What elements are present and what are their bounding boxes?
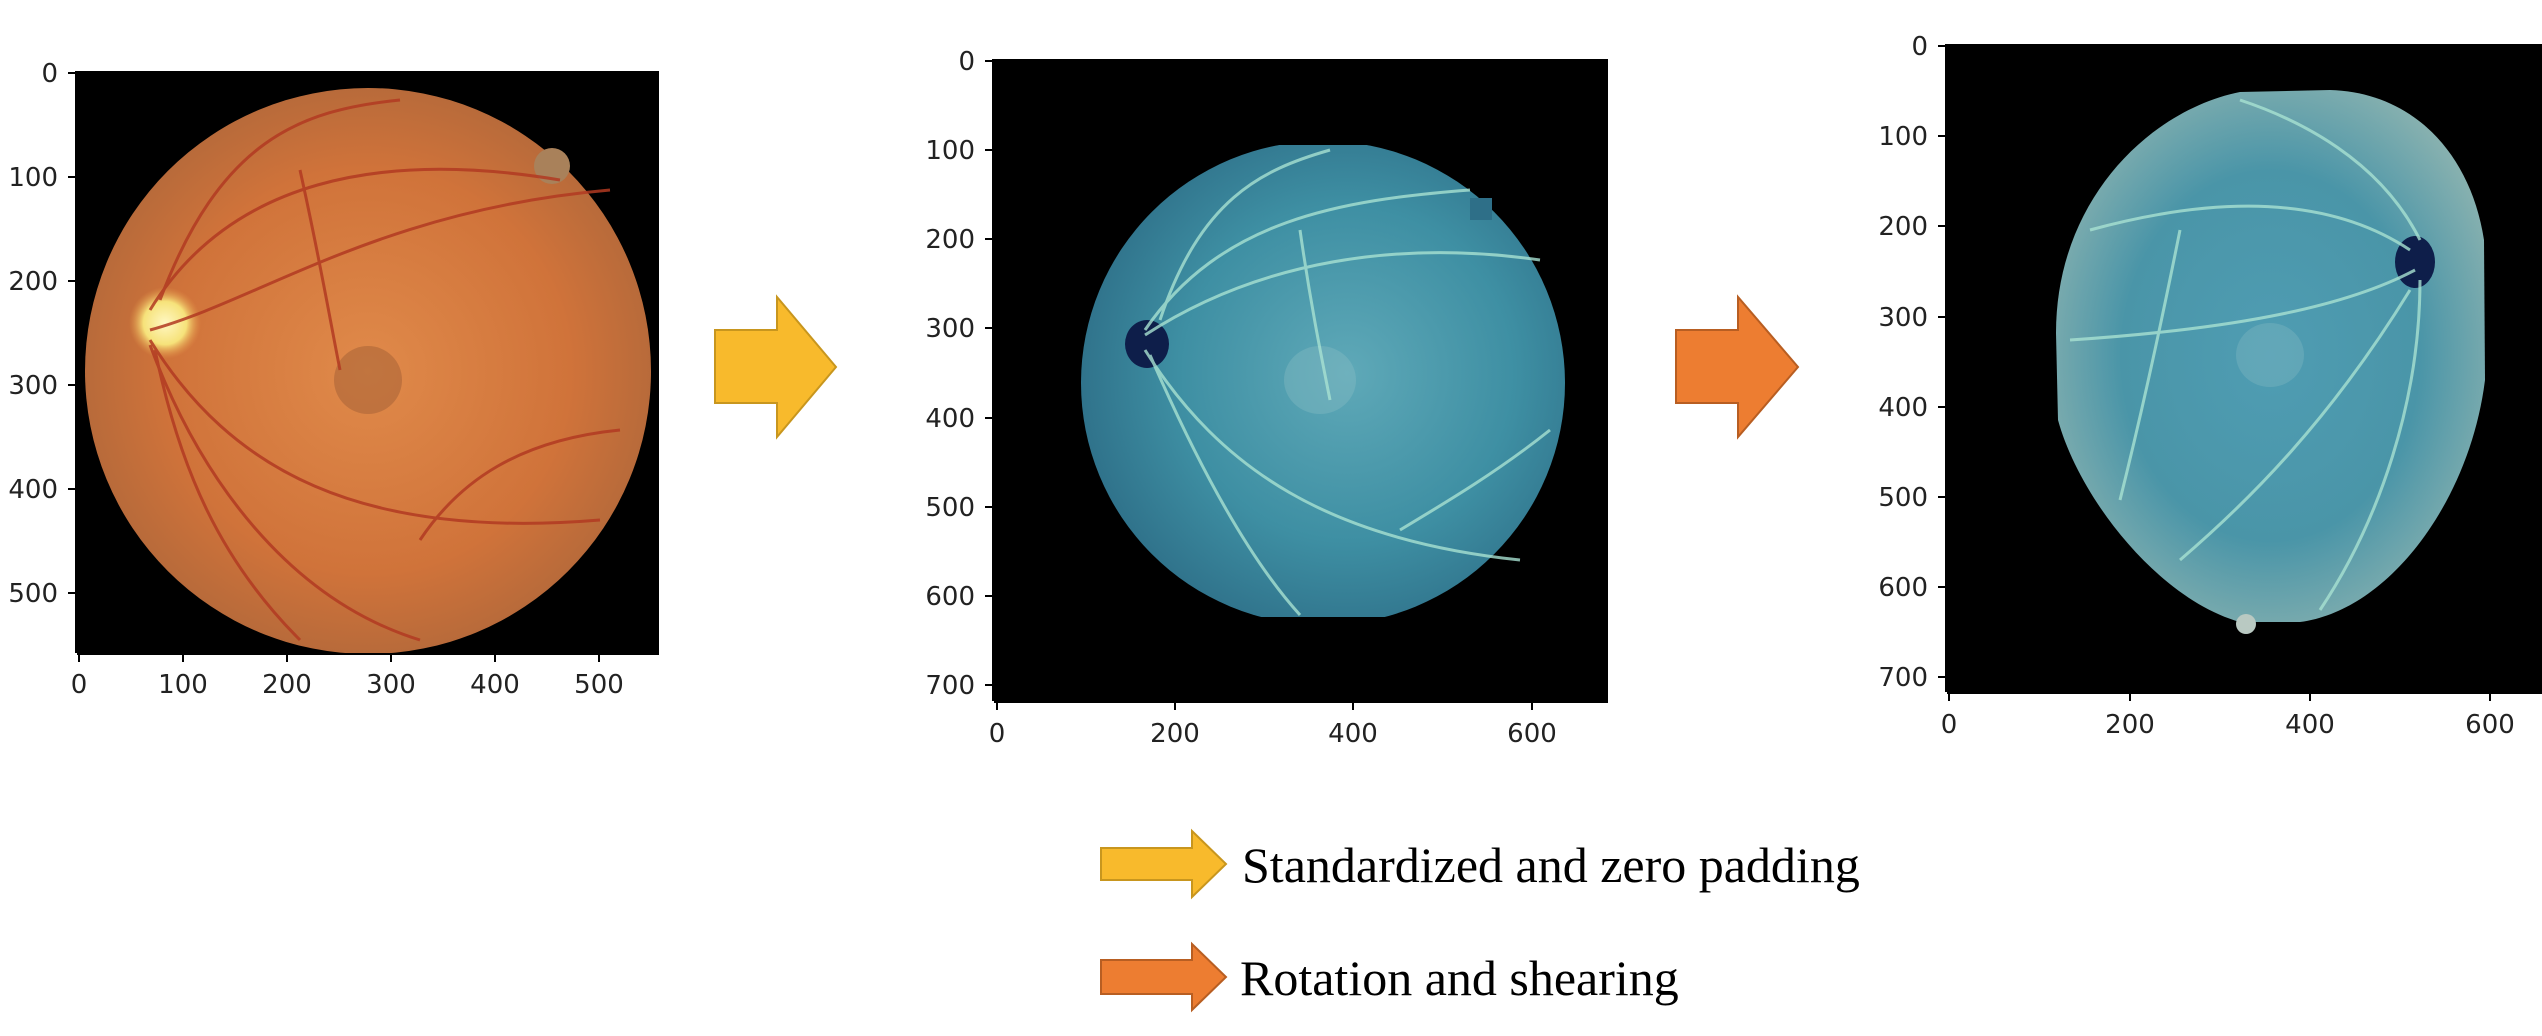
x-tick-label: 600 (1507, 719, 1557, 749)
y-tick-label: 600 (1878, 573, 1928, 603)
fundus-image (85, 88, 651, 654)
x-axis: 0 200 400 600 (1941, 692, 2542, 740)
x-tick-label: 0 (1941, 710, 1958, 740)
y-axis: 0 100 200 300 400 500 (8, 59, 77, 653)
y-axis: 0 100 200 300 400 500 600 700 (1878, 32, 1947, 693)
x-tick-label: 400 (1328, 719, 1378, 749)
y-tick-label: 300 (925, 314, 975, 344)
y-tick-label: 0 (958, 47, 975, 77)
x-tick-label: 400 (2285, 710, 2335, 740)
y-tick-label: 700 (1878, 663, 1928, 693)
panel-original: 0 100 200 300 400 500 0 100 200 300 400 … (8, 59, 659, 700)
y-tick-label: 0 (41, 59, 58, 89)
x-tick-label: 0 (989, 719, 1006, 749)
y-axis: 0 100 200 300 400 500 600 700 (925, 47, 994, 701)
legend-item-augment: Rotation and shearing (1100, 941, 1679, 1013)
legend-label-standardize: Standardized and zero padding (1242, 837, 1860, 893)
x-tick-label: 100 (158, 670, 208, 700)
legend-label-augment: Rotation and shearing (1240, 950, 1679, 1006)
fundus-image (2056, 90, 2485, 634)
y-tick-label: 200 (1878, 212, 1928, 242)
fundus-image (1081, 145, 1565, 617)
augment-arrow (1675, 294, 1800, 440)
y-tick-label: 400 (1878, 393, 1928, 423)
y-tick-label: 300 (1878, 303, 1928, 333)
x-tick-label: 300 (366, 670, 416, 700)
panel-standardized: 0 100 200 300 400 500 600 700 0 200 400 … (925, 47, 1608, 749)
x-tick-label: 200 (262, 670, 312, 700)
y-tick-label: 600 (925, 582, 975, 612)
x-tick-label: 600 (2465, 710, 2515, 740)
standardize-arrow (714, 294, 838, 440)
x-axis: 0 100 200 300 400 500 (71, 653, 659, 700)
x-tick-label: 500 (574, 670, 624, 700)
y-tick-label: 500 (925, 493, 975, 523)
y-tick-label: 200 (925, 225, 975, 255)
y-tick-label: 100 (1878, 122, 1928, 152)
y-tick-label: 400 (925, 404, 975, 434)
x-tick-label: 0 (71, 670, 88, 700)
x-tick-label: 200 (1150, 719, 1200, 749)
y-tick-label: 100 (8, 163, 58, 193)
x-axis: 0 200 400 600 (989, 701, 1608, 749)
legend-item-standardize: Standardized and zero padding (1100, 828, 1860, 900)
y-tick-label: 700 (925, 671, 975, 701)
y-tick-label: 300 (8, 371, 58, 401)
legend: Standardized and zero padding Rotation a… (1100, 828, 1860, 1013)
panel-augmented: 0 100 200 300 400 500 600 700 0 200 400 … (1878, 32, 2542, 740)
legend-arrow-standardize-icon (1100, 828, 1228, 900)
x-tick-label: 200 (2105, 710, 2155, 740)
y-tick-label: 400 (8, 475, 58, 505)
y-tick-label: 200 (8, 267, 58, 297)
x-tick-label: 400 (470, 670, 520, 700)
y-tick-label: 100 (925, 136, 975, 166)
legend-arrow-augment-icon (1100, 941, 1228, 1013)
y-tick-label: 500 (1878, 483, 1928, 513)
y-tick-label: 500 (8, 579, 58, 609)
y-tick-label: 0 (1911, 32, 1928, 62)
